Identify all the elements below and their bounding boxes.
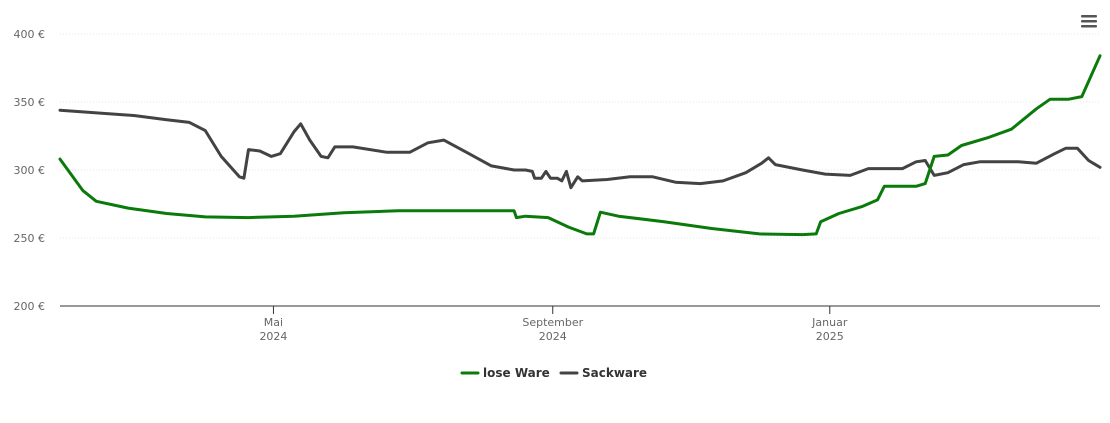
x-tick-label-month: Januar: [811, 316, 848, 329]
legend-label-lose-ware: lose Ware: [483, 366, 550, 380]
series-lines: [58, 54, 1102, 237]
x-tick-label-year: 2025: [816, 330, 844, 343]
x-tick-label-year: 2024: [259, 330, 287, 343]
y-tick-label: 350 €: [14, 96, 46, 109]
series-line-sackware: [58, 108, 1102, 190]
y-tick-label: 200 €: [14, 300, 46, 313]
x-tick-label-month: September: [522, 316, 583, 329]
y-tick-label: 250 €: [14, 232, 46, 245]
hamburger-menu-icon[interactable]: [1078, 8, 1102, 32]
legend-item-sackware[interactable]: Sackware: [559, 366, 647, 380]
x-tick-label-month: Mai: [264, 316, 283, 329]
grid-lines: [60, 33, 1100, 239]
y-tick-label: 300 €: [14, 164, 46, 177]
legend-label-sackware: Sackware: [582, 366, 647, 380]
x-tick-label-year: 2024: [539, 330, 567, 343]
legend-item-lose-ware[interactable]: lose Ware: [460, 366, 550, 380]
y-axis-ticks: 200 € 250 € 300 € 350 € 400 €: [14, 28, 46, 313]
series-line-lose-ware: [58, 54, 1102, 237]
legend: lose Ware Sackware: [460, 366, 647, 380]
y-tick-label: 400 €: [14, 28, 46, 41]
